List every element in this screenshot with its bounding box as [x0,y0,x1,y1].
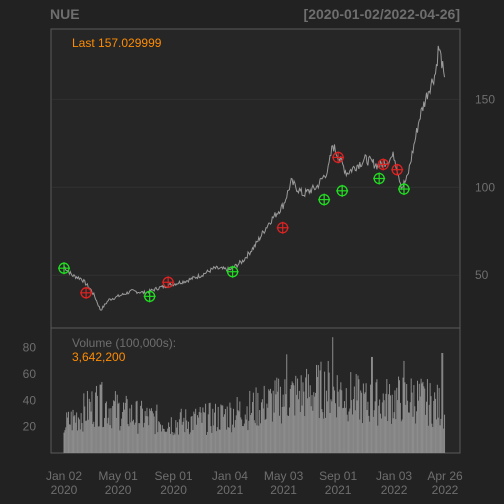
symbol-title: NUE [50,6,80,22]
sell-signal-marker [276,221,289,234]
buy-signal-marker [143,290,156,303]
date-range: [2020-01-02/2022-04-26] [304,6,460,22]
price-tick-label: 50 [475,268,489,282]
x-tick-month: Sep 01 [155,469,193,483]
volume-bars [63,337,446,453]
x-tick-year: 2022 [381,483,408,497]
buy-signal-marker [58,262,70,275]
x-tick-year: 2021 [325,483,352,497]
x-tick-year: 2022 [432,483,459,497]
price-tick-label: 100 [475,180,495,194]
x-tick-month: Jan 03 [376,469,412,483]
sell-signal-marker [391,163,404,176]
price-panel [50,28,461,329]
price-tick-label: 150 [475,92,495,106]
x-tick-year: 2020 [160,483,187,497]
sell-signal-marker [162,276,175,289]
x-tick-year: 2020 [51,483,78,497]
volume-y-axis: 20 40 60 80 [23,341,37,434]
buy-signal-marker [373,172,386,185]
x-tick-year: 2021 [217,483,244,497]
x-tick-year: 2020 [105,483,132,497]
volume-label: Volume (100,000s): [72,336,176,350]
signal-markers [58,151,410,303]
price-gridlines [52,98,459,276]
x-tick-month: May 03 [264,469,304,483]
volume-tick-label: 20 [23,420,37,434]
x-tick-month: Jan 02 [46,469,82,483]
volume-tick-label: 80 [23,341,37,355]
x-tick-month: Sep 01 [319,469,357,483]
sell-signal-marker [377,158,390,171]
volume-tick-label: 40 [23,393,37,407]
x-tick-month: Apr 26 [427,469,463,483]
price-series-line [63,45,445,311]
x-tick-year: 2021 [270,483,297,497]
last-price-label: Last 157.029999 [72,36,162,50]
buy-signal-marker [397,183,410,196]
volume-tick-label: 60 [23,367,37,381]
x-tick-month: May 01 [98,469,138,483]
sell-signal-marker [332,151,345,164]
price-line [63,45,445,311]
x-tick-month: Jan 04 [212,469,248,483]
buy-signal-marker [318,193,331,206]
volume-value: 3,642,200 [72,350,126,364]
price-y-axis: 50 100 150 [475,92,495,282]
sell-signal-marker [80,286,93,299]
buy-signal-marker [336,184,349,197]
buy-signal-marker [226,265,239,278]
